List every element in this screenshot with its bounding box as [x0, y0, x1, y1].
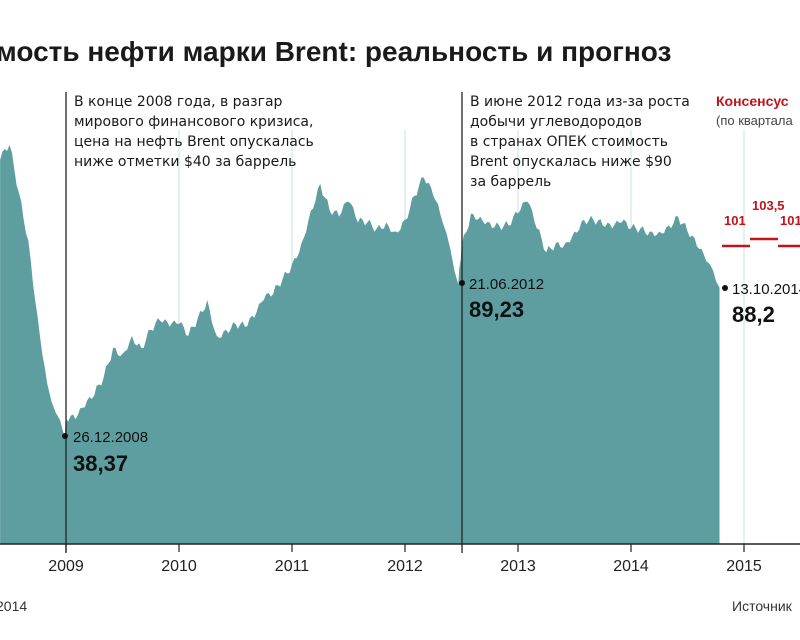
- forecast-label-3: 101,: [780, 213, 800, 228]
- chart-title: мость нефти марки Brent: реальность и пр…: [0, 36, 671, 67]
- crisis-annotation-line-2: мирового финансового кризиса,: [74, 114, 313, 130]
- opec-annotation-line-1: В июне 2012 года из-за роста: [470, 94, 690, 110]
- callout-2008-date: 26.12.2008: [73, 429, 148, 446]
- callout-2012-value: 89,23: [469, 297, 524, 322]
- opec-annotation-line-5: за баррель: [470, 174, 551, 190]
- opec-annotation-line-4: Brent опускалась ниже $90: [470, 154, 672, 170]
- x-tick-label-2009: 2009: [48, 558, 84, 575]
- x-tick-label-2012: 2012: [387, 558, 423, 575]
- callout-2008-value: 38,37: [73, 451, 128, 476]
- opec-annotation-line-2: добычи углеводородов: [470, 114, 642, 130]
- consensus-title: Консенсус: [716, 93, 789, 109]
- forecast-label-2: 103,5: [752, 198, 785, 213]
- x-tick-labels: 2009 2010 2011 2012 2013 2014 2015: [48, 544, 762, 575]
- footer-source: Источник: [732, 598, 793, 614]
- callout-2008: 26.12.2008 38,37: [62, 429, 148, 476]
- callout-2014-date: 13.10.2014: [732, 281, 800, 298]
- brent-price-area: [0, 145, 720, 544]
- opec-annotation: В июне 2012 года из-за роста добычи угле…: [470, 94, 690, 190]
- callout-2014-value: 88,2: [732, 302, 775, 327]
- callout-2012: 21.06.2012 89,23: [459, 276, 544, 322]
- callout-2012-marker: [459, 280, 465, 286]
- callout-2012-date: 21.06.2012: [469, 276, 544, 293]
- forecast-label-1: 101: [724, 213, 746, 228]
- forecast: 101 103,5 101,: [722, 198, 800, 248]
- opec-annotation-line-3: в странах ОПЕК стоимость: [470, 134, 668, 150]
- x-tick-label-2011: 2011: [275, 558, 310, 575]
- crisis-annotation: В конце 2008 года, в разгар мирового фин…: [74, 94, 314, 170]
- callout-2008-marker: [62, 433, 68, 439]
- x-tick-label-2015: 2015: [726, 558, 762, 575]
- crisis-annotation-line-1: В конце 2008 года, в разгар: [74, 94, 283, 110]
- footer-left: 2014: [0, 598, 27, 614]
- x-tick-label-2013: 2013: [500, 558, 536, 575]
- crisis-annotation-line-3: цена на нефть Brent опускалась: [74, 134, 314, 150]
- crisis-annotation-line-4: ниже отметки $40 за баррель: [74, 154, 296, 170]
- callout-2014-marker: [722, 285, 728, 291]
- consensus-subtitle: (по квартала: [716, 113, 793, 128]
- x-tick-label-2014: 2014: [613, 558, 649, 575]
- callout-2014: 13.10.2014 88,2: [722, 281, 800, 327]
- x-tick-label-2010: 2010: [161, 558, 197, 575]
